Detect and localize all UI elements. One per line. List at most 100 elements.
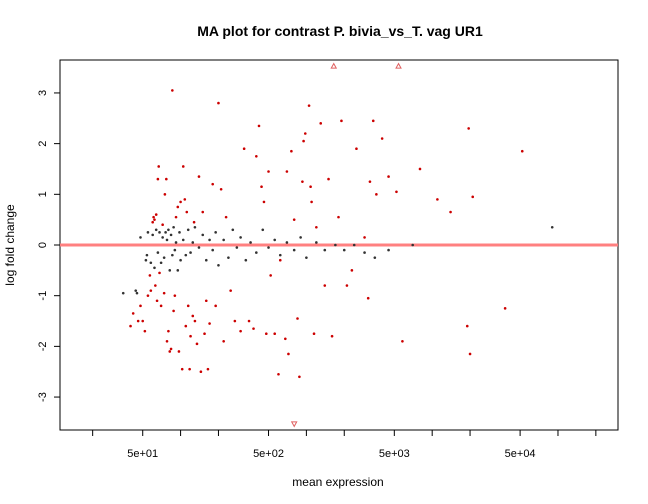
x-tick-label: 5e+03	[379, 448, 410, 460]
non-significant-point	[201, 233, 205, 237]
significant-point	[233, 319, 237, 323]
significant-point	[247, 319, 251, 323]
significant-point	[503, 307, 507, 310]
significant-point	[277, 372, 280, 376]
non-significant-point	[305, 256, 308, 259]
significant-point	[188, 367, 191, 371]
significant-point	[189, 334, 192, 338]
non-significant-point	[191, 241, 195, 244]
significant-point	[257, 124, 261, 128]
non-significant-point	[174, 241, 178, 244]
significant-point	[307, 104, 311, 107]
out-of-range-point	[330, 62, 338, 69]
significant-point	[173, 294, 177, 297]
non-significant-point	[363, 251, 366, 254]
significant-point	[195, 342, 199, 346]
significant-point	[129, 324, 132, 328]
non-significant-point	[208, 238, 211, 242]
significant-point	[242, 147, 246, 150]
y-axis-label: log fold change	[3, 204, 17, 286]
significant-point	[302, 139, 305, 143]
significant-point	[284, 337, 287, 341]
significant-point	[197, 175, 201, 178]
significant-point	[149, 289, 153, 292]
significant-point	[375, 193, 378, 196]
significant-point	[148, 274, 152, 277]
significant-point	[176, 205, 180, 209]
significant-point	[418, 167, 422, 171]
non-significant-point	[244, 258, 248, 262]
out-of-range-point	[395, 62, 402, 69]
significant-point	[222, 340, 225, 343]
non-significant-point	[227, 256, 230, 259]
non-significant-point	[273, 238, 277, 242]
significant-point	[172, 309, 175, 313]
significant-point	[327, 177, 330, 181]
significant-point	[168, 350, 172, 353]
non-significant-point	[235, 246, 239, 249]
significant-point	[171, 89, 174, 92]
significant-point	[285, 170, 289, 173]
significant-point	[136, 319, 140, 323]
significant-point	[366, 296, 370, 300]
non-significant-point	[151, 233, 154, 237]
non-significant-point	[159, 261, 163, 265]
y-tick-label: -3	[37, 392, 49, 402]
significant-point	[152, 215, 155, 219]
significant-point	[179, 200, 182, 204]
significant-point	[315, 225, 318, 229]
significant-point	[153, 218, 156, 221]
non-significant-point	[231, 228, 235, 232]
significant-point	[340, 119, 343, 123]
non-significant-point	[121, 291, 125, 295]
significant-point	[165, 177, 168, 181]
significant-point	[167, 329, 170, 333]
non-significant-point	[217, 263, 220, 267]
significant-point	[269, 274, 272, 277]
significant-point	[387, 175, 390, 178]
non-significant-point	[334, 243, 337, 247]
significant-point	[157, 165, 161, 168]
significant-point	[131, 312, 135, 315]
significant-point	[174, 215, 178, 219]
significant-point	[467, 127, 470, 130]
significant-point	[151, 220, 154, 224]
non-significant-point	[173, 248, 177, 252]
significant-point	[185, 210, 189, 214]
significant-point	[154, 284, 157, 287]
significant-point	[219, 187, 223, 191]
non-significant-point	[352, 243, 356, 247]
y-tick-label: 1	[37, 191, 49, 197]
significant-point	[395, 190, 398, 194]
significant-point	[330, 334, 334, 338]
significant-point	[292, 218, 296, 221]
significant-point	[323, 284, 327, 287]
significant-point	[206, 367, 210, 371]
out-of-range-point	[290, 421, 298, 428]
significant-point	[204, 299, 208, 303]
significant-point	[520, 149, 524, 153]
non-significant-point	[176, 269, 180, 272]
non-significant-point	[239, 236, 242, 239]
y-tick-label: -1	[37, 291, 49, 301]
significant-point	[199, 370, 203, 374]
non-significant-point	[278, 253, 282, 257]
non-significant-point	[197, 246, 201, 249]
significant-point	[208, 322, 211, 325]
non-significant-point	[154, 228, 158, 232]
significant-point	[252, 327, 255, 330]
non-significant-point	[550, 225, 554, 229]
significant-point	[290, 149, 293, 153]
non-significant-point	[211, 248, 215, 252]
non-significant-point	[162, 256, 166, 259]
non-significant-point	[189, 251, 192, 254]
significant-point	[436, 198, 439, 201]
significant-point	[158, 271, 161, 275]
plot-area	[59, 59, 619, 431]
x-tick-label: 5e+01	[127, 448, 158, 460]
non-significant-point	[184, 253, 188, 257]
significant-point	[345, 284, 349, 287]
significant-point	[355, 147, 358, 150]
non-significant-point	[373, 256, 377, 259]
significant-point	[211, 182, 215, 186]
